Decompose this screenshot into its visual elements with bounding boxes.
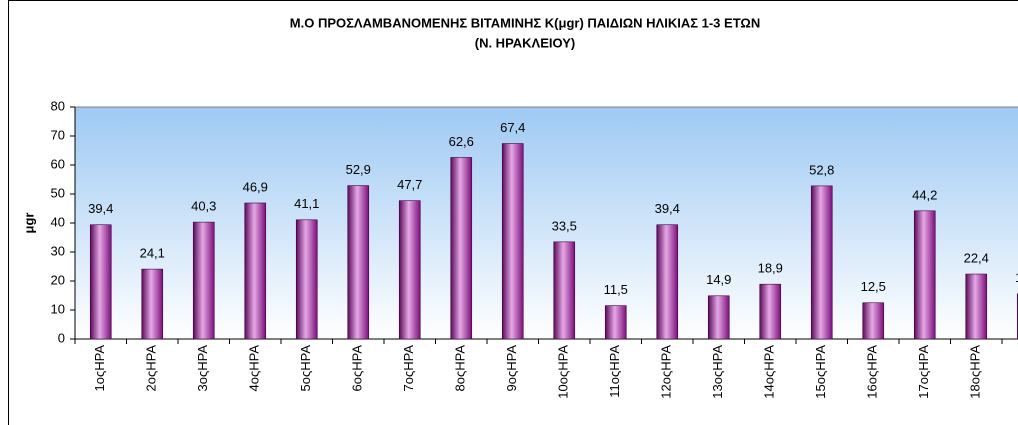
data-label: 11,5	[604, 282, 628, 297]
data-label: 24,1	[140, 246, 165, 261]
data-label: 46,9	[243, 179, 268, 194]
bar	[862, 302, 885, 340]
bar	[295, 219, 318, 340]
x-tick-label: 12οςΗΡΑ	[659, 345, 674, 399]
bar	[604, 305, 627, 340]
data-label: 18,9	[758, 261, 783, 276]
x-tick-label: 16οςΗΡΑ	[865, 345, 880, 399]
bar	[913, 210, 936, 340]
x-tick-label: 14οςΗΡΑ	[762, 345, 777, 399]
bar	[244, 202, 267, 340]
x-tick-label: 9οςΗΡΑ	[504, 345, 519, 392]
data-label: 33,5	[552, 218, 577, 233]
plot-area	[74, 106, 1018, 340]
x-tick-label: 8οςΗΡΑ	[453, 345, 468, 392]
chart-subtitle: (Ν. ΗΡΑΚΛΕΙΟΥ)	[475, 35, 576, 50]
x-tick-label: 10οςΗΡΑ	[556, 345, 571, 399]
bar	[810, 185, 833, 340]
y-tick-label: 50	[51, 185, 65, 200]
data-label: 39,4	[88, 201, 113, 216]
y-tick-label: 20	[51, 272, 65, 287]
data-label: 41,1	[294, 196, 319, 211]
chart-title: Μ.Ο ΠΡΟΣΛΑΜΒΑΝΟΜΕΝΗΣ ΒΙΤΑΜΙΝΗΣ Κ(μgr) ΠΑ…	[290, 15, 760, 30]
bar	[759, 283, 782, 340]
data-label: 47,7	[397, 177, 422, 192]
x-tick-label: 3οςΗΡΑ	[195, 345, 210, 392]
bar	[501, 143, 524, 340]
bar	[141, 268, 164, 340]
data-label: 67,4	[500, 120, 525, 135]
y-tick-label: 40	[51, 214, 65, 229]
y-tick-label: 10	[51, 301, 65, 316]
bar	[965, 273, 988, 340]
x-tick-label: 15οςΗΡΑ	[813, 345, 828, 399]
data-label: 22,4	[964, 250, 989, 265]
bar	[347, 185, 370, 340]
data-label: 12,5	[861, 279, 886, 294]
x-tick-label: 5οςΗΡΑ	[298, 345, 313, 392]
data-label: 39,4	[655, 201, 680, 216]
data-label: 44,2	[912, 187, 937, 202]
data-label: 15,6	[1015, 270, 1018, 285]
data-label: 52,8	[809, 162, 834, 177]
bar	[398, 200, 421, 340]
y-axis-label: μgr	[21, 213, 36, 234]
y-tick-label: 30	[51, 243, 65, 258]
bar	[656, 224, 679, 340]
x-tick-label: 1οςΗΡΑ	[92, 345, 107, 392]
data-label: 52,9	[346, 162, 371, 177]
y-tick-label: 80	[51, 98, 65, 113]
bar	[89, 224, 112, 340]
x-tick-label: 11οςΗΡΑ	[607, 345, 622, 398]
bar	[192, 221, 215, 340]
y-tick-label: 0	[58, 330, 65, 345]
bar	[450, 157, 473, 340]
x-tick-label: 6οςΗΡΑ	[350, 345, 365, 392]
x-tick-label: 7οςΗΡΑ	[401, 345, 416, 392]
bar	[707, 295, 730, 340]
y-tick-label: 70	[51, 127, 65, 142]
y-tick-label: 60	[51, 156, 65, 171]
data-label: 14,9	[706, 272, 731, 287]
data-label: 62,6	[449, 134, 474, 149]
x-tick-label: 2οςΗΡΑ	[144, 345, 159, 392]
x-tick-label: 18οςΗΡΑ	[968, 345, 983, 399]
x-tick-label: 4οςΗΡΑ	[247, 345, 262, 392]
x-tick-label: 13οςΗΡΑ	[710, 345, 725, 399]
data-label: 40,3	[191, 199, 216, 214]
x-tick-label: 17οςΗΡΑ	[916, 345, 931, 399]
bar	[553, 241, 576, 340]
